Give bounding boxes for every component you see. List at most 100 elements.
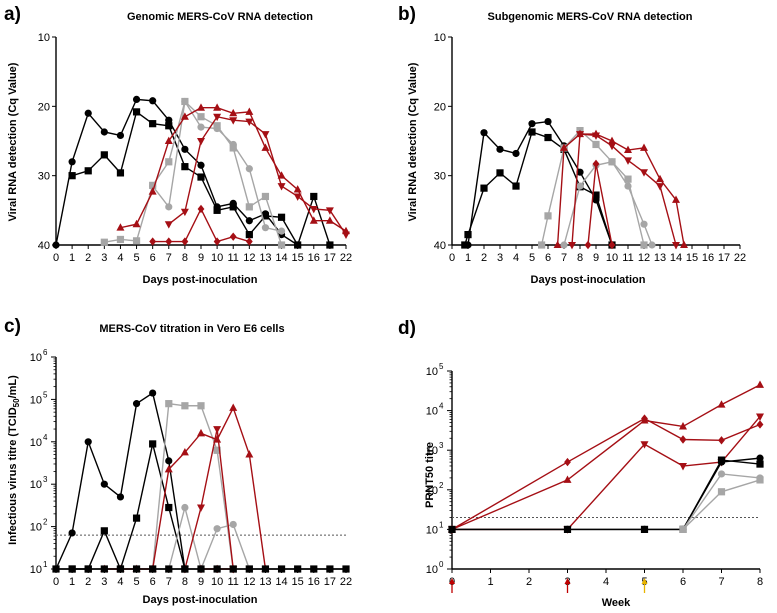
- data-point-grey-circle: [717, 470, 726, 478]
- x-tick-label: 17: [324, 252, 336, 264]
- data-point-grey-circle: [181, 503, 189, 512]
- data-point-grey-circle: [640, 220, 648, 228]
- x-tick-label: 17: [718, 252, 730, 264]
- data-point-red-triangle-down: [640, 441, 649, 449]
- data-point-grey-square: [181, 402, 189, 410]
- data-point-black-square: [68, 565, 76, 573]
- data-point-red-triangle-up: [608, 136, 616, 144]
- inoculation-arrow-head: [564, 578, 571, 584]
- data-point-red-triangle-up: [656, 174, 664, 183]
- inoculation-arrow-head: [641, 578, 648, 584]
- data-point-black-square: [132, 108, 141, 116]
- data-point-black-circle: [68, 158, 76, 166]
- series-line-black-circle: [55, 98, 299, 246]
- data-point-red-diamond: [718, 436, 725, 445]
- data-point-black-square: [277, 213, 286, 221]
- x-tick-label: 12: [243, 252, 255, 264]
- data-point-grey-circle: [165, 203, 173, 211]
- y-tick-label: 10: [426, 445, 438, 457]
- data-point-black-square: [326, 241, 334, 249]
- data-point-black-circle: [756, 454, 764, 462]
- x-tick-label: 2: [481, 252, 487, 264]
- x-tick-label: 2: [85, 252, 91, 264]
- y-tick-exponent: 3: [43, 475, 48, 484]
- x-tick-label: 14: [275, 252, 287, 264]
- data-point-black-square: [213, 206, 221, 214]
- data-point-red-diamond: [584, 240, 592, 250]
- data-point-grey-square: [277, 241, 286, 249]
- x-tick-label: 8: [757, 576, 763, 588]
- data-point-red-triangle-down: [672, 242, 680, 250]
- data-point-red-triangle-down: [213, 113, 222, 122]
- x-tick-label: 7: [166, 576, 172, 588]
- data-point-black-circle: [149, 97, 157, 105]
- y-tick-label: 10: [30, 394, 42, 406]
- data-point-black-square: [310, 192, 318, 201]
- data-point-red-triangle-up: [309, 216, 318, 224]
- panel-c-ylabel: Infectious virus titre (TCID50/mL): [7, 375, 21, 545]
- data-point-red-triangle-up: [197, 103, 205, 111]
- x-tick-label: 9: [198, 576, 204, 588]
- panel-b-plot: [461, 117, 688, 250]
- data-point-red-diamond: [564, 457, 571, 467]
- data-point-grey-circle: [229, 520, 237, 529]
- x-tick-label: 0: [449, 252, 455, 264]
- data-point-red-triangle-up: [213, 103, 222, 111]
- data-point-red-triangle-up: [229, 108, 238, 117]
- data-point-black-square: [132, 565, 141, 573]
- data-point-red-triangle-up: [197, 428, 205, 437]
- y-tick-label: 10: [30, 479, 42, 491]
- x-tick-label: 0: [53, 252, 59, 264]
- data-point-red-triangle-down: [261, 131, 270, 139]
- data-point-red-triangle-down: [568, 242, 576, 250]
- panel-c-xlabel: Days post-inoculation: [143, 594, 258, 606]
- x-tick-label: 7: [718, 576, 724, 588]
- data-point-grey-square: [100, 238, 108, 246]
- data-point-grey-square: [197, 402, 205, 410]
- data-point-black-square: [181, 565, 189, 573]
- data-point-grey-square: [608, 158, 616, 166]
- data-point-black-square: [100, 565, 108, 573]
- y-tick-label: 10: [426, 406, 438, 418]
- x-tick-label: 5: [133, 576, 139, 588]
- x-tick-label: 16: [308, 576, 320, 588]
- data-point-black-square: [149, 440, 157, 448]
- data-point-red-triangle-up: [553, 240, 562, 248]
- y-tick-label: 10: [30, 437, 42, 449]
- data-point-black-circle: [116, 131, 125, 140]
- data-point-grey-square: [229, 144, 237, 152]
- data-point-black-circle: [149, 389, 157, 397]
- series-line-red-triangle-up: [556, 133, 685, 246]
- data-point-black-square: [342, 565, 350, 573]
- data-point-black-square: [480, 184, 488, 192]
- x-tick-label: 14: [275, 576, 287, 588]
- x-tick-label: 8: [182, 252, 188, 264]
- data-point-red-triangle-down: [342, 231, 350, 239]
- data-point-grey-square: [640, 241, 648, 249]
- x-tick-label: 6: [150, 576, 156, 588]
- y-tick-label: 10: [426, 524, 438, 536]
- data-point-red-triangle-up: [180, 112, 189, 120]
- data-point-black-circle: [480, 129, 488, 137]
- panel-b-ylabel: Viral RNA detection (Cq Value): [407, 62, 419, 221]
- x-tick-label: 1: [465, 252, 471, 264]
- data-point-red-diamond: [229, 232, 237, 241]
- data-point-red-triangle-up: [229, 403, 238, 411]
- data-point-black-square: [512, 182, 520, 190]
- data-point-grey-circle: [576, 182, 584, 190]
- data-point-grey-square: [717, 488, 726, 496]
- y-tick-label: 30: [38, 171, 50, 183]
- data-point-black-square: [132, 514, 141, 522]
- data-point-grey-circle: [648, 241, 656, 249]
- data-point-grey-square: [165, 400, 173, 408]
- data-point-grey-square: [756, 476, 764, 484]
- series-line-black-circle: [467, 120, 613, 246]
- data-point-black-square: [261, 212, 270, 220]
- series-line-black-circle: [452, 457, 761, 531]
- data-point-red-triangle-up: [180, 448, 189, 456]
- series-line-red-diamond: [451, 417, 761, 531]
- panel-d-xlabel: Week: [602, 597, 631, 609]
- x-tick-label: 9: [593, 252, 599, 264]
- data-point-black-square: [181, 163, 189, 171]
